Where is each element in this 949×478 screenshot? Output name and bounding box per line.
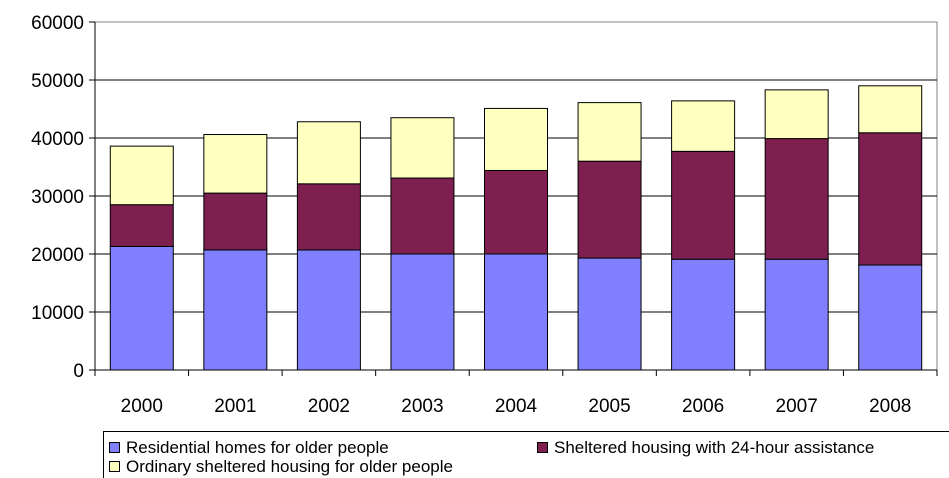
x-tick-label-2008: 2008 xyxy=(869,396,911,417)
bar-2004-series-1 xyxy=(484,169,548,255)
legend-item-residential-homes: Residential homes for older people xyxy=(109,439,389,456)
legend: Residential homes for older people Shelt… xyxy=(103,431,949,478)
stacked-bar-chart: 0 10000 20000 30000 40000 50000 60000 2000 2001… xyxy=(31,13,938,417)
bar-2001-series-2 xyxy=(203,134,268,194)
bar-2005-series-2 xyxy=(577,102,642,162)
y-tick-label: 30000 xyxy=(31,187,84,208)
y-tick-label: 60000 xyxy=(31,13,84,34)
x-tick-label-2006: 2006 xyxy=(682,396,724,417)
bar-2006-series-0 xyxy=(671,258,736,371)
y-tick-label: 40000 xyxy=(31,129,84,150)
bar-2002-series-2 xyxy=(296,121,361,185)
bar-2003-series-2 xyxy=(390,117,455,179)
legend-item-sheltered-24h: Sheltered housing with 24-hour assistanc… xyxy=(537,439,874,456)
x-tick-label-2007: 2007 xyxy=(776,396,818,417)
legend-swatch-sheltered-24h xyxy=(537,442,548,453)
x-tick-label-2005: 2005 xyxy=(588,396,630,417)
bar-2007-series-2 xyxy=(764,89,829,140)
y-tick-label: 50000 xyxy=(31,71,84,92)
legend-label-residential-homes: Residential homes for older people xyxy=(126,438,389,457)
bar-2000-series-0 xyxy=(109,245,174,371)
legend-label-sheltered-24h: Sheltered housing with 24-hour assistanc… xyxy=(554,438,875,457)
x-tick-label-2000: 2000 xyxy=(121,396,163,417)
bar-2008-series-0 xyxy=(858,264,923,371)
bar-2000-series-2 xyxy=(109,145,174,206)
bar-2007-series-1 xyxy=(764,138,829,260)
legend-swatch-ordinary-sheltered xyxy=(109,461,120,472)
x-tick-label-2003: 2003 xyxy=(401,396,443,417)
bar-2001-series-1 xyxy=(203,192,268,251)
bar-2002-series-0 xyxy=(296,249,361,371)
bar-2005-series-1 xyxy=(577,160,642,259)
x-tick-label-2001: 2001 xyxy=(214,396,256,417)
bar-2008-series-2 xyxy=(858,85,923,134)
bar-2000-series-1 xyxy=(109,204,174,247)
y-axis-tick-labels: 0 10000 20000 30000 40000 50000 60000 xyxy=(31,13,84,382)
bars xyxy=(109,85,923,371)
y-tick-label: 0 xyxy=(73,361,84,382)
y-tick-label: 20000 xyxy=(31,245,84,266)
x-tick-label-2002: 2002 xyxy=(308,396,350,417)
legend-swatch-residential-homes xyxy=(109,442,120,453)
bar-2006-series-2 xyxy=(671,100,736,152)
x-tick-label-2004: 2004 xyxy=(495,396,538,417)
bar-2004-series-0 xyxy=(484,253,548,371)
legend-item-ordinary-sheltered: Ordinary sheltered housing for older peo… xyxy=(109,458,453,475)
bar-2005-series-0 xyxy=(577,257,642,371)
y-tick-label: 10000 xyxy=(31,303,84,324)
legend-label-ordinary-sheltered: Ordinary sheltered housing for older peo… xyxy=(126,457,453,476)
bar-2008-series-1 xyxy=(858,132,923,266)
bar-2006-series-1 xyxy=(671,150,736,260)
bar-2001-series-0 xyxy=(203,249,268,371)
x-axis-tick-labels: 2000 2001 2002 2003 2004 2005 2006 2007 2008 xyxy=(121,396,912,417)
bar-2003-series-1 xyxy=(390,177,455,255)
bar-2003-series-0 xyxy=(390,253,455,371)
bar-2002-series-1 xyxy=(296,183,361,251)
bar-2007-series-0 xyxy=(764,258,829,371)
axes xyxy=(89,21,938,376)
bar-2004-series-2 xyxy=(484,107,548,171)
